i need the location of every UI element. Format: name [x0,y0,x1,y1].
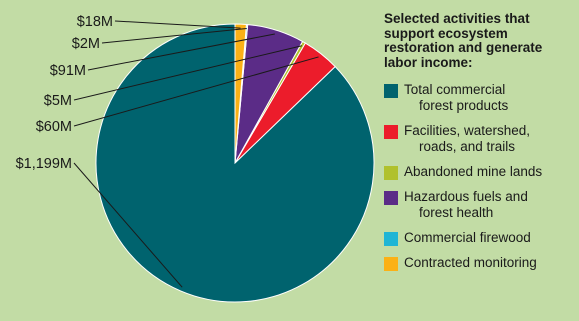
legend-label-5: Contracted monitoring [404,255,537,270]
legend-swatch-1 [384,125,398,139]
legend-title: Selected activities that support ecosyst… [384,11,543,70]
legend-item-4: Commercial firewood [384,230,579,246]
slice-label-0: $1,199M [16,156,72,172]
slice-label-3: $91M [50,63,86,79]
leader-line-4 [101,28,247,44]
legend-label-0: Total commercial forest products [404,82,509,113]
legend-item-3: Hazardous fuels and forest health [384,189,579,221]
legend-label-3: Hazardous fuels and forest health [404,189,528,220]
slice-label-2: $5M [44,93,72,109]
pie-slice-5 [234,23,247,164]
legend: Selected activities that support ecosyst… [384,11,579,280]
leader-line-5 [114,20,241,29]
leader-line-3 [87,33,275,71]
leader-line-2 [73,45,303,101]
pie-slice-labels: $1,199M $60M $5M $91M $2M $18M [16,14,319,288]
legend-label-2: Abandoned mine lands [404,164,543,179]
legend-item-1: Facilities, watershed, roads, and trails [384,123,579,155]
slice-label-5: $18M [77,14,113,30]
pie-slices [95,23,375,303]
legend-swatch-2 [384,166,398,180]
legend-swatch-3 [384,191,398,205]
legend-item-0: Total commercial forest products [384,82,579,114]
legend-label-4: Commercial firewood [404,230,531,245]
legend-item-2: Abandoned mine lands [384,164,579,180]
legend-label-1: Facilities, watershed, roads, and trails [404,123,531,154]
pie-chart: $1,199M $60M $5M $91M $2M $18M [16,14,375,303]
legend-swatch-4 [384,232,398,246]
legend-swatch-0 [384,84,398,98]
legend-items: Total commercial forest products Faciliti… [384,82,579,271]
legend-item-5: Contracted monitoring [384,255,579,271]
slice-label-4: $2M [72,36,100,52]
leader-line-0 [73,162,183,288]
legend-swatch-5 [384,257,398,271]
slice-label-1: $60M [36,119,72,135]
leader-line-1 [73,56,319,127]
